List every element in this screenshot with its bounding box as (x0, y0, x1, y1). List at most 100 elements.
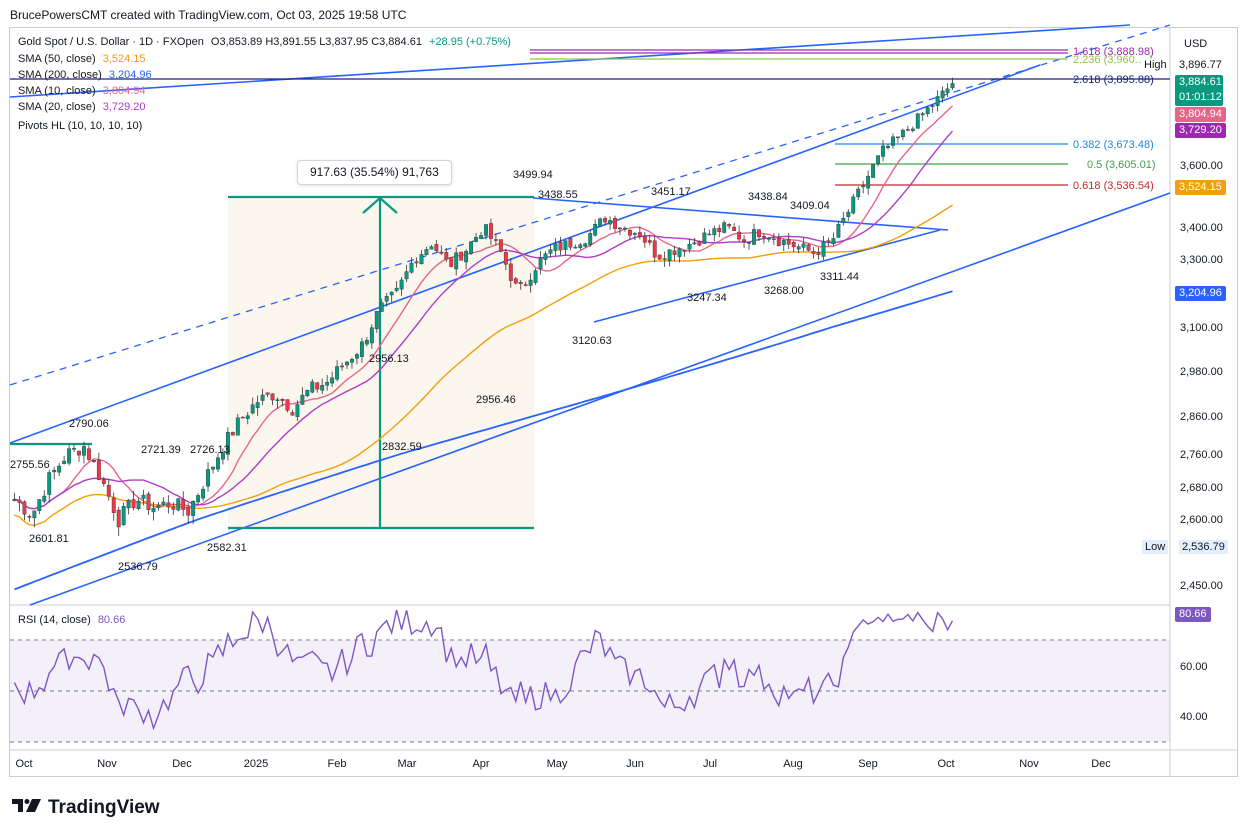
candle-body (201, 488, 206, 499)
legend-sma50[interactable]: SMA (50, close) 3,524.15 (18, 51, 146, 67)
candle-body (315, 382, 320, 390)
sma200-tag: 3,204.96 (1175, 286, 1226, 301)
candle-body (876, 155, 881, 164)
candle-body (280, 399, 285, 401)
ohlc-l: L3,837.95 (319, 36, 372, 48)
candle-body (752, 229, 756, 245)
fib-label: 2.618 (3,895.88) (1073, 74, 1154, 86)
candle-body (330, 377, 335, 384)
channel-upper-line (9, 64, 1041, 444)
pivot-label: 3268.00 (764, 285, 804, 297)
candle-body (22, 501, 27, 515)
candle-body (836, 223, 841, 238)
candle-body (816, 252, 821, 255)
candle-body (945, 88, 950, 93)
time-tick: Feb (328, 758, 347, 770)
candle-body (826, 240, 831, 243)
legend-rsi[interactable]: RSI (14, close) 80.66 (18, 612, 125, 628)
candle-body (17, 499, 22, 503)
rsi-tag: 80.66 (1175, 607, 1211, 622)
candle-body (543, 253, 548, 260)
candle-body (583, 243, 588, 247)
candle-body (687, 243, 692, 250)
candle-body (940, 90, 945, 99)
rsi-line (13, 609, 954, 731)
measure-label[interactable]: 917.63 (35.54%) 91,763 (297, 160, 452, 185)
candle-body (96, 460, 101, 480)
legend-sma10[interactable]: SMA (10, close) 3,804.94 (18, 83, 146, 99)
ohlc-values: O3,853.89 H3,891.55 L3,837.95 C3,884.61 (211, 36, 425, 48)
chart-credit: BrucePowersCMT created with TradingView.… (10, 8, 407, 22)
candle-body (831, 238, 836, 245)
candle-body (538, 257, 543, 270)
candle-body (652, 240, 657, 258)
candle-body (335, 366, 340, 380)
candle-body (111, 497, 116, 513)
rsi-legend-value: 80.66 (97, 614, 126, 626)
sma10-label: SMA (10, close) (18, 85, 96, 97)
candle-body (613, 218, 617, 229)
candle-body (846, 211, 851, 217)
time-tick: 2025 (244, 758, 268, 770)
sma50-value: 3,524.15 (102, 53, 146, 65)
candle-body (498, 239, 503, 252)
candle-body (250, 404, 255, 414)
candle-body (757, 229, 761, 238)
candle-body (345, 361, 349, 366)
candle-body (404, 271, 409, 280)
candle-body (781, 240, 786, 245)
candle-body (459, 251, 464, 261)
tradingview-logo[interactable]: TradingView (12, 797, 160, 819)
candle-body (265, 392, 270, 395)
candle-body (206, 469, 210, 487)
candle-body (419, 254, 424, 265)
candle-body (394, 287, 399, 291)
candle-body (151, 508, 156, 513)
fib-label: 0.618 (3,536.54) (1073, 180, 1154, 192)
candle-body (439, 251, 444, 254)
legend-sma200[interactable]: SMA (200, close) 3,204.96 (18, 67, 152, 83)
candle-body (637, 232, 642, 238)
pivot-label: 2726.13 (190, 444, 230, 456)
triangle-top-line (532, 197, 949, 231)
brand-name: TradingView (48, 797, 160, 818)
candle-body (573, 246, 578, 249)
measure-arrow-head (362, 196, 398, 214)
candle-body (548, 249, 553, 254)
pivot-label: 2832.59 (382, 441, 422, 453)
candle-body (568, 238, 573, 248)
legend-pivots[interactable]: Pivots HL (10, 10, 10, 10) (18, 118, 142, 134)
pivot-label: 3311.44 (820, 271, 859, 283)
candle-body (474, 237, 478, 242)
candle-body (191, 500, 196, 516)
candle-body (796, 246, 801, 250)
candle-body (62, 460, 67, 464)
candle-body (642, 235, 647, 243)
candle-body (320, 385, 325, 391)
pivot-label: 2582.31 (207, 542, 247, 554)
candle-body (771, 238, 776, 240)
channel-lower-line (29, 192, 1171, 606)
candle-body (126, 499, 131, 509)
candle-body (682, 250, 687, 252)
pivot-label: 2755.56 (10, 459, 50, 471)
candle-body (776, 237, 781, 247)
candle-body (449, 257, 454, 267)
currency-label[interactable]: USD (1184, 38, 1208, 50)
candle-body (379, 302, 384, 312)
legend-sma20[interactable]: SMA (20, close) 3,729.20 (18, 99, 146, 115)
time-tick: Nov (1019, 758, 1039, 770)
rsi-tick: 60.00 (1180, 661, 1208, 673)
candle-body (355, 354, 359, 359)
candle-body (632, 233, 637, 235)
candle-body (702, 232, 707, 244)
candle-body (533, 270, 538, 283)
pivot-label: 3451.17 (651, 186, 691, 198)
candle-body (672, 250, 677, 255)
candle-body (662, 258, 667, 260)
candle-body (479, 235, 483, 239)
candle-body (608, 220, 612, 225)
candle-body (300, 394, 305, 405)
candle-body (369, 327, 374, 344)
